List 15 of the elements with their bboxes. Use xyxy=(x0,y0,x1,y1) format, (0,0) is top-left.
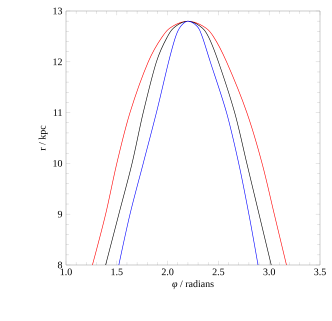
x-tick-label: 3.5 xyxy=(314,268,326,276)
x-axis-title: φ / radians xyxy=(172,280,214,290)
line-series xyxy=(118,20,258,265)
y-tick-label: 10 xyxy=(53,160,62,167)
x-tick-label: 2.0 xyxy=(162,268,174,276)
y-tick-label: 13 xyxy=(53,8,62,14)
x-tick-label: 3.0 xyxy=(263,268,276,276)
y-axis-title: r / kpc xyxy=(38,126,48,151)
y-tick-label: 12 xyxy=(53,58,62,66)
x-tick-label: 1.0 xyxy=(60,268,72,276)
y-tick-label: 11 xyxy=(54,109,62,116)
y-tick-label: 8 xyxy=(58,262,62,268)
x-tick-label: 2.5 xyxy=(212,268,224,276)
x-tick-label: 1.5 xyxy=(111,268,123,276)
y-tick-label: 9 xyxy=(58,210,62,218)
